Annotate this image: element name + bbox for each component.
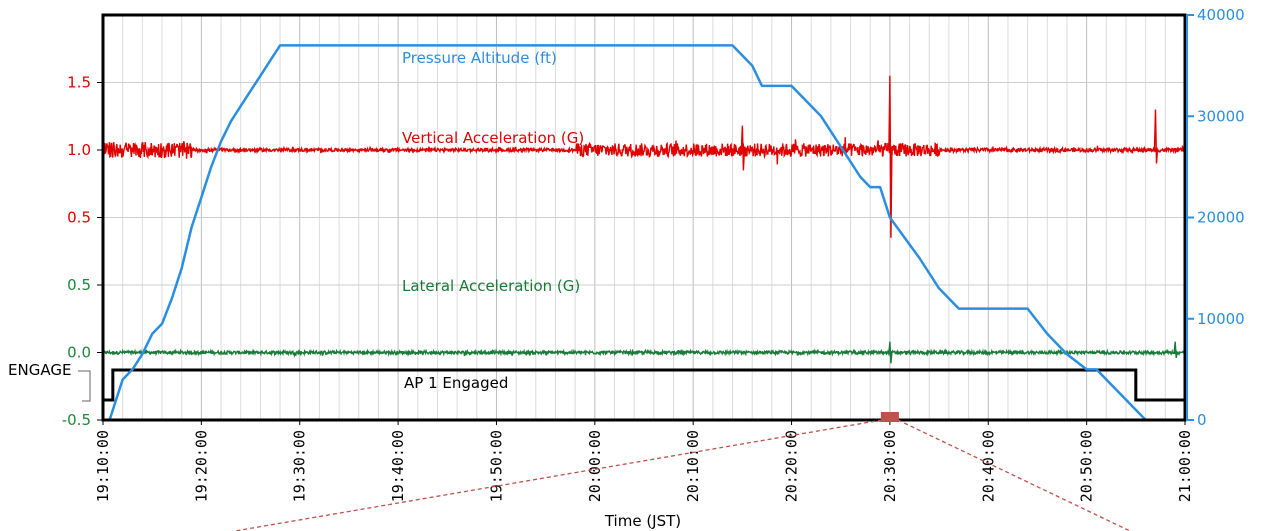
ap-engaged-step <box>103 368 1185 402</box>
x-axis-title: Time (JST) <box>604 512 681 530</box>
left-tick-label: 1.5 <box>67 74 91 92</box>
lateral-acceleration-label: Lateral Acceleration (G) <box>402 277 580 295</box>
callout-line-right <box>897 419 1131 531</box>
x-tick-label: 19:50:00 <box>487 430 505 502</box>
marker-group <box>234 412 1131 531</box>
series-area <box>102 44 1186 422</box>
x-tick-label: 20:20:00 <box>783 430 801 502</box>
x-tick-label: 20:30:00 <box>881 430 899 502</box>
series-line-lateral-acceleration-g- <box>102 348 1186 358</box>
x-tick-label: 19:10:00 <box>94 430 112 502</box>
left-tick-label: 0.5 <box>67 209 91 227</box>
time-marker <box>880 412 899 422</box>
right-tick-label: 40000 <box>1197 6 1245 24</box>
series-spike <box>1153 109 1159 164</box>
right-tick-label: 0 <box>1197 411 1207 429</box>
x-axis: 19:10:00 19:20:00 19:30:00 19:40:00 19:50:00… <box>94 420 1194 502</box>
right-axis: 0 10000 20000 30000 40000 <box>1186 6 1245 429</box>
x-tick-label: 19:20:00 <box>192 430 210 502</box>
x-tick-label: 21:00:00 <box>1176 430 1194 502</box>
series-spike <box>740 125 746 171</box>
series-spike <box>1173 341 1178 359</box>
x-tick-label: 20:00:00 <box>586 430 604 502</box>
callout-line-left <box>234 419 883 531</box>
right-tick-label: 10000 <box>1197 310 1245 328</box>
engage-bracket <box>78 370 91 402</box>
left-tick-label: -0.5 <box>62 411 91 429</box>
series-spike <box>888 75 893 238</box>
series-line-vertical-acceleration-g- <box>102 137 1186 165</box>
vertical-acceleration-label: Vertical Acceleration (G) <box>402 129 584 147</box>
x-tick-label: 20:40:00 <box>979 430 997 502</box>
grid <box>102 15 1186 421</box>
x-tick-label: 20:10:00 <box>684 430 702 502</box>
right-tick-label: 20000 <box>1197 209 1245 227</box>
left-axis: 1.5 1.0 0.5 0.5 0.0 -0.5 <box>62 74 103 429</box>
x-tick-label: 19:30:00 <box>291 430 309 502</box>
ap-engaged-label: AP 1 Engaged <box>404 374 508 392</box>
engage-axis-label: ENGAGE <box>8 361 71 379</box>
series-spike <box>888 341 893 364</box>
left-tick-label: 0.0 <box>67 344 91 362</box>
left-tick-label: 1.0 <box>67 141 91 159</box>
left-tick-label: 0.5 <box>67 276 91 294</box>
right-tick-label: 30000 <box>1197 107 1245 125</box>
x-tick-label: 19:40:00 <box>389 430 407 502</box>
series-line-pressure-altitude <box>103 44 1185 422</box>
x-tick-label: 20:50:00 <box>1078 430 1096 502</box>
pressure-altitude-label: Pressure Altitude (ft) <box>402 49 557 67</box>
